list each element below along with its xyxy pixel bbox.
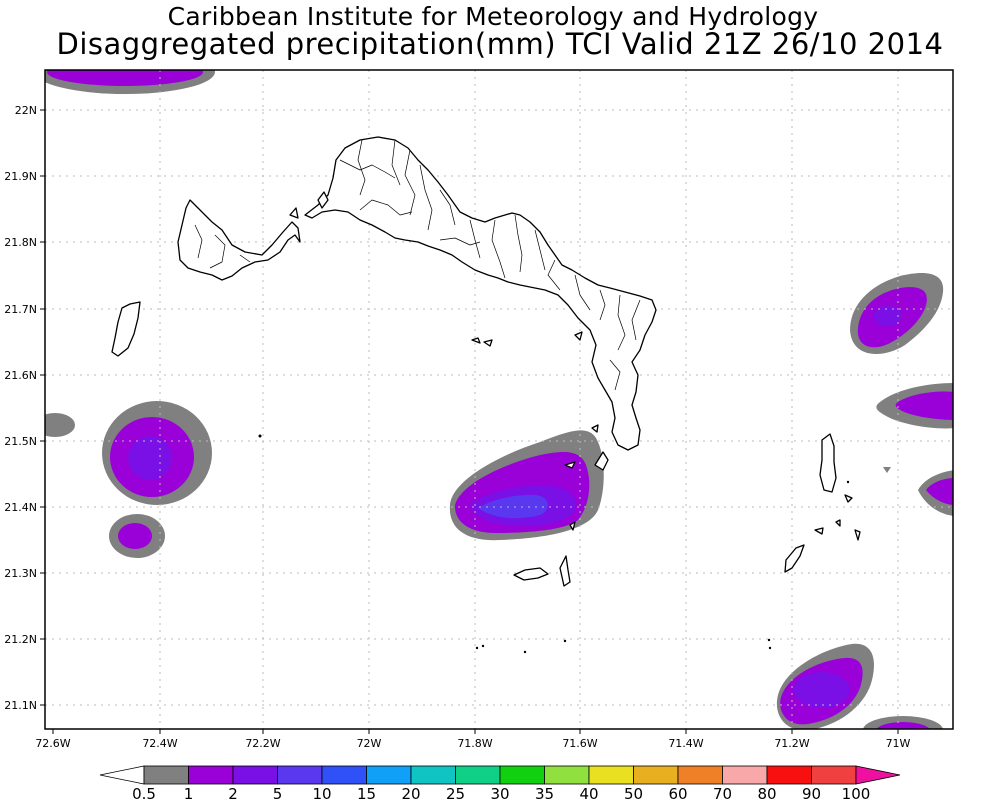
- lon-label-72w: 72W: [357, 737, 382, 750]
- cay-6: [844, 494, 853, 503]
- rain-cell-bottom-right: [863, 716, 943, 729]
- colorbar-label: 0.5: [132, 785, 156, 800]
- lon-label-71w: 71W: [886, 737, 911, 750]
- colorbar-label: 25: [446, 785, 465, 800]
- coastline: [111, 136, 861, 587]
- rain-cell-central: [449, 430, 604, 541]
- lat-label-21-5n: 21.5N: [4, 435, 37, 448]
- cay-13: [569, 521, 576, 531]
- graticule: [45, 70, 953, 729]
- colorbar-swatch: [722, 765, 768, 785]
- colorbar-swatch: [499, 765, 545, 785]
- lat-label-21-7n: 21.7N: [4, 303, 37, 316]
- lat-label-21-8n: 21.8N: [4, 236, 37, 249]
- colorbar-label: 50: [624, 785, 643, 800]
- latitude-labels: 22N 21.9N 21.8N 21.7N 21.6N 21.5N 21.4N …: [4, 104, 37, 712]
- colorbar-swatch: [677, 765, 723, 785]
- colorbar-label: 1: [184, 785, 194, 800]
- lon-label-71-2w: 71.2W: [774, 737, 809, 750]
- rain-cell-east-small: [883, 467, 891, 473]
- cay-9: [471, 337, 481, 344]
- caicos-islands: [177, 199, 301, 281]
- lon-label-72-4w: 72.4W: [142, 737, 177, 750]
- lat-label-21-3n: 21.3N: [4, 567, 37, 580]
- lon-label-71-6w: 71.6W: [562, 737, 597, 750]
- colorbar-label: 40: [579, 785, 598, 800]
- colorbar-swatch: [811, 765, 857, 785]
- salt-cay: [784, 544, 805, 573]
- cay-7: [835, 519, 841, 527]
- lon-label-71-8w: 71.8W: [457, 737, 492, 750]
- colorbar-label: 100: [842, 785, 871, 800]
- lat-label-21-2n: 21.2N: [4, 633, 37, 646]
- colorbar-label: 80: [757, 785, 776, 800]
- precipitation-colorbar: 0.5 1 2 5 10 15 20 25 30 35 40 50 60 70 80 90 100: [99, 765, 901, 800]
- islets: [258, 434, 850, 654]
- colorbar-swatch: [232, 765, 278, 785]
- colorbar-arrow-low: [99, 765, 145, 785]
- rain-cell-southeast: [776, 643, 874, 729]
- tick-marks: [40, 109, 899, 734]
- colorbar-swatch: [455, 765, 501, 785]
- colorbar-label: 10: [312, 785, 331, 800]
- map-title: Disaggregated precipitation(mm) TCI Vali…: [56, 27, 944, 61]
- colorbar-swatch: [188, 765, 234, 785]
- colorbar-swatch: [143, 765, 189, 785]
- colorbar-label: 70: [713, 785, 732, 800]
- south-caicos-cay: [513, 567, 549, 581]
- cay-5: [814, 527, 824, 535]
- colorbar-swatch: [633, 765, 679, 785]
- colorbar-arrow-high: [855, 765, 901, 785]
- north-caicos: [304, 136, 657, 451]
- colorbar-swatch: [321, 765, 367, 785]
- grand-turk: [819, 433, 837, 493]
- map-frame: [44, 69, 954, 730]
- rain-cell-west: [102, 401, 212, 505]
- cay-10: [483, 339, 493, 347]
- colorbar-label: 90: [802, 785, 821, 800]
- rain-cell-east: [876, 383, 953, 429]
- precipitation-layer: [45, 70, 953, 729]
- colorbar-label: 35: [535, 785, 554, 800]
- colorbar-swatch: [544, 765, 590, 785]
- colorbar-swatch: [410, 765, 456, 785]
- cay-2: [559, 555, 571, 587]
- cay-4: [564, 461, 576, 469]
- west-caicos: [111, 301, 141, 357]
- lat-label-22n: 22N: [15, 104, 37, 117]
- rain-cell-top-left: [45, 70, 215, 94]
- cay-12: [591, 424, 599, 433]
- lat-label-21-1n: 21.1N: [4, 699, 37, 712]
- colorbar-swatch: [277, 765, 323, 785]
- cay-11: [574, 331, 583, 341]
- lon-label-72-6w: 72.6W: [35, 737, 70, 750]
- lat-label-21-4n: 21.4N: [4, 501, 37, 514]
- rain-cell-small-west: [109, 514, 165, 558]
- rain-cell-left-edge: [45, 413, 75, 437]
- colorbar-swatch: [766, 765, 812, 785]
- colorbar-label: 2: [228, 785, 238, 800]
- caicos-district-lines: [194, 139, 641, 391]
- colorbar-label: 5: [273, 785, 283, 800]
- colorbar-label: 20: [401, 785, 420, 800]
- rain-cell-northeast: [850, 273, 944, 355]
- colorbar-label: 30: [490, 785, 509, 800]
- colorbar-label: 60: [668, 785, 687, 800]
- cay-15: [289, 207, 299, 219]
- lon-label-71-4w: 71.4W: [668, 737, 703, 750]
- lat-label-21-6n: 21.6N: [4, 369, 37, 382]
- institute-title: Caribbean Institute for Meteorology and …: [167, 2, 819, 31]
- cay-14: [317, 191, 329, 209]
- colorbar-label: 15: [357, 785, 376, 800]
- colorbar-swatch: [588, 765, 634, 785]
- cay-8: [854, 529, 861, 541]
- lat-label-21-9n: 21.9N: [4, 170, 37, 183]
- longitude-labels: 72.6W 72.4W 72.2W 72W 71.8W 71.6W 71.4W …: [35, 737, 910, 750]
- lon-label-72-2w: 72.2W: [245, 737, 280, 750]
- rain-cell-east-lower: [918, 470, 953, 516]
- colorbar-swatch: [366, 765, 412, 785]
- cay-3: [594, 451, 609, 471]
